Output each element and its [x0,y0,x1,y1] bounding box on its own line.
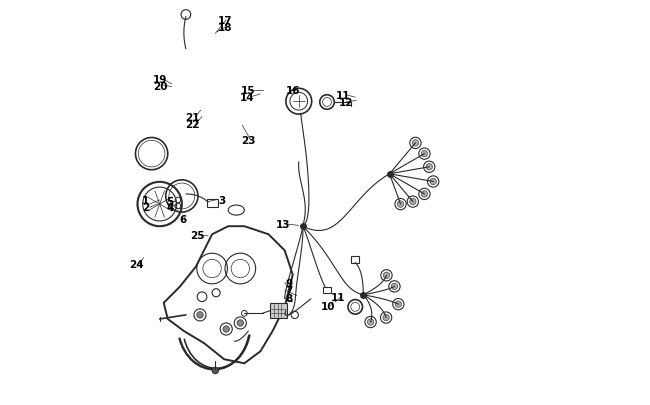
Text: 9: 9 [285,278,293,288]
Circle shape [212,367,218,374]
Circle shape [430,179,436,185]
Text: 6: 6 [179,215,187,225]
Circle shape [383,315,389,321]
Circle shape [223,326,229,333]
Circle shape [391,284,398,290]
Text: 22: 22 [185,120,199,130]
Text: 11: 11 [331,292,346,302]
Text: 21: 21 [185,113,199,123]
Circle shape [367,319,374,326]
Circle shape [395,301,402,308]
Circle shape [412,140,419,147]
Text: 15: 15 [240,86,255,96]
Text: 24: 24 [129,260,144,270]
Text: 25: 25 [190,231,205,241]
Text: 18: 18 [218,23,233,33]
Text: 13: 13 [276,219,291,229]
Text: 8: 8 [285,293,293,303]
Text: 1: 1 [142,196,150,205]
Circle shape [421,151,428,158]
Text: 17: 17 [218,16,233,26]
Text: 11: 11 [336,91,351,100]
Circle shape [397,201,404,208]
Text: 16: 16 [285,86,300,96]
Circle shape [237,320,244,326]
Text: 19: 19 [153,75,168,85]
Text: 14: 14 [240,92,255,102]
Circle shape [410,199,416,205]
Circle shape [426,164,432,171]
Circle shape [384,273,390,279]
Text: 7: 7 [285,285,292,295]
Text: 3: 3 [218,195,226,205]
Text: 10: 10 [320,301,335,311]
Text: 12: 12 [339,98,353,108]
Text: 23: 23 [241,135,255,145]
Text: 5: 5 [166,197,174,207]
Text: 20: 20 [153,82,168,92]
FancyBboxPatch shape [270,303,287,318]
Text: 4: 4 [166,203,174,213]
Text: 2: 2 [142,203,150,213]
Circle shape [197,312,203,318]
Circle shape [421,191,428,198]
